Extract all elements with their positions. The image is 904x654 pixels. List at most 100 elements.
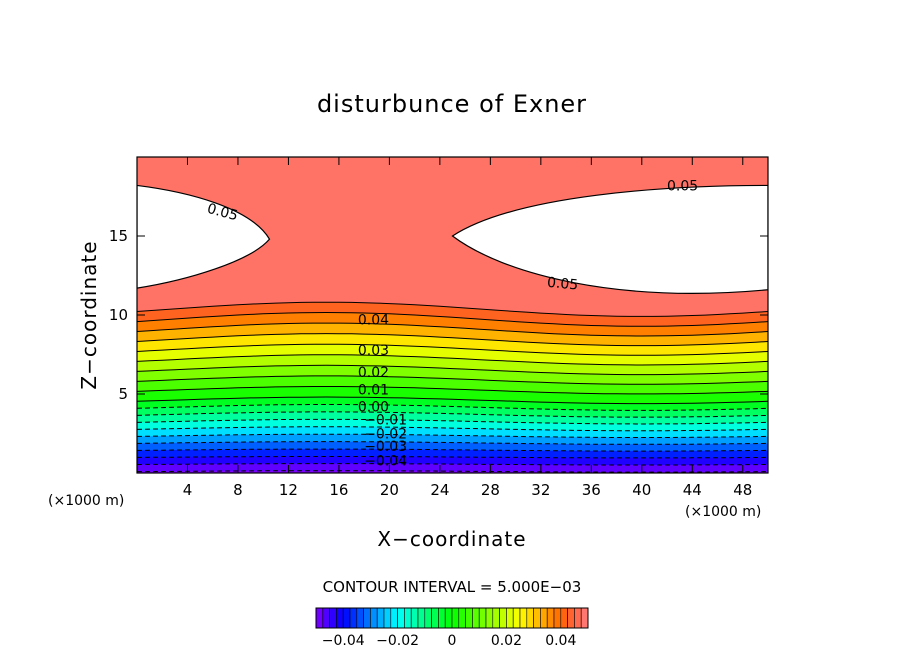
chart-title: disturbunce of Exner: [317, 90, 587, 118]
x-tick-label: 4: [183, 481, 193, 499]
colorbar-strip: [315, 607, 324, 629]
colorbar-strip: [417, 607, 426, 629]
colorbar-strip: [349, 607, 358, 629]
colorbar-tick-label: −0.02: [376, 633, 419, 649]
contour-line: [137, 448, 768, 452]
contour-label: 0.05: [546, 275, 578, 294]
contour-line: [137, 456, 768, 459]
colorbar-strip: [356, 607, 364, 629]
contour-line: [137, 426, 768, 432]
plot-area: [137, 157, 768, 473]
colorbar-strip: [390, 607, 398, 629]
colorbar-strip: [553, 607, 562, 629]
colorbar-strip: [404, 607, 412, 629]
contour-label: −0.02: [364, 427, 407, 443]
contour-line: [137, 433, 768, 438]
colorbar-strip: [580, 607, 589, 629]
colorbar-strip: [465, 607, 473, 629]
contour-label: −0.03: [364, 439, 407, 455]
x-unit-right: (×1000 m): [685, 504, 761, 520]
contour-line: [137, 333, 768, 347]
colorbar-strip: [519, 607, 528, 629]
contour-line: [137, 396, 768, 405]
colorbar-tick-label: −0.04: [322, 633, 365, 649]
contour-label: −0.01: [364, 412, 407, 428]
colorbar-strip: [451, 607, 460, 629]
x-tick-label: 8: [233, 481, 243, 499]
colorbar-strip: [526, 607, 534, 629]
contour-label: 0.04: [358, 313, 389, 329]
colorbar-strip: [438, 607, 446, 629]
contour-lines: [137, 301, 768, 473]
colorbar-strip: [383, 607, 392, 629]
colorbar-strip: [363, 607, 371, 629]
colorbar-strip: [424, 607, 432, 629]
contour-label: 0.03: [358, 343, 389, 359]
colorbar-strip: [370, 607, 378, 629]
colorbar-tick-label: 0: [448, 633, 457, 649]
colorbar-strip: [329, 607, 337, 629]
colorbar-strip: [567, 607, 575, 629]
contour-line: [137, 411, 768, 418]
colorbar-strip: [499, 607, 507, 629]
colorbar-tick-label: 0.02: [491, 633, 522, 649]
colorbar-strip: [410, 607, 419, 629]
colorbar-tick-labels: −0.04 −0.02 0 0.02 0.04: [322, 633, 577, 649]
colorbar-tick-label: 0.04: [545, 633, 576, 649]
y-axis-ticks: 5 10 15: [109, 227, 768, 403]
blank-lobe: [451, 184, 768, 294]
contour-label: 0.02: [358, 365, 389, 381]
x-tick-label: 12: [279, 481, 298, 499]
colorbar: −0.04 −0.02 0 0.02 0.04: [315, 607, 589, 649]
contour-line: [137, 364, 768, 376]
colorbar-strip: [540, 607, 548, 629]
x-tick-label: 44: [683, 481, 702, 499]
colorbar-strip: [533, 607, 541, 629]
colorbar-strip: [431, 607, 439, 629]
colorbar-strip: [397, 607, 405, 629]
colorbar-strip: [485, 607, 494, 629]
contour-interval-text: CONTOUR INTERVAL = 5.000E−03: [323, 578, 582, 596]
y-tick-label: 10: [109, 306, 128, 324]
colorbar-strip: [574, 607, 582, 629]
contour-line: [137, 470, 768, 473]
colorbar-strips: [315, 607, 589, 629]
contour-line: [137, 301, 768, 317]
x-unit-left: (×1000 m): [48, 493, 124, 509]
contour-label: −0.04: [364, 453, 407, 469]
colorbar-strip: [478, 607, 487, 629]
colorbar-strip: [472, 607, 480, 629]
colorbar-strip: [506, 607, 514, 629]
contour-line: [137, 311, 768, 327]
contour-line: [137, 354, 768, 366]
x-tick-label: 32: [531, 481, 550, 499]
blank-lobe: [137, 184, 271, 289]
colorbar-strip: [444, 607, 453, 629]
colorbar-strip: [342, 607, 351, 629]
contour-line: [137, 386, 768, 395]
contour-line: [137, 463, 768, 466]
y-axis-label: Z−coordinate: [77, 240, 101, 389]
x-tick-label: 16: [329, 481, 348, 499]
x-tick-label: 20: [380, 481, 399, 499]
contour-line: [137, 343, 768, 356]
contour-line: [137, 404, 768, 411]
contour-label: 0.05: [667, 178, 698, 194]
contour-line: [137, 418, 768, 425]
y-tick-label: 15: [109, 227, 128, 245]
contour-line: [137, 375, 768, 385]
band-fill: [137, 463, 768, 473]
contour-label: 0.01: [358, 382, 389, 398]
colorbar-strip: [376, 607, 385, 629]
colorbar-strip: [560, 607, 568, 629]
x-tick-label: 24: [430, 481, 449, 499]
contour-label: 0.05: [205, 201, 239, 225]
contour-line: [137, 322, 768, 337]
colorbar-strip: [492, 607, 500, 629]
x-tick-label: 28: [481, 481, 500, 499]
x-tick-label: 36: [582, 481, 601, 499]
x-tick-label: 40: [632, 481, 651, 499]
x-tick-label: 48: [733, 481, 752, 499]
contour-labels: 0.050.050.050.040.030.020.010.00−0.01−0.…: [205, 178, 698, 469]
